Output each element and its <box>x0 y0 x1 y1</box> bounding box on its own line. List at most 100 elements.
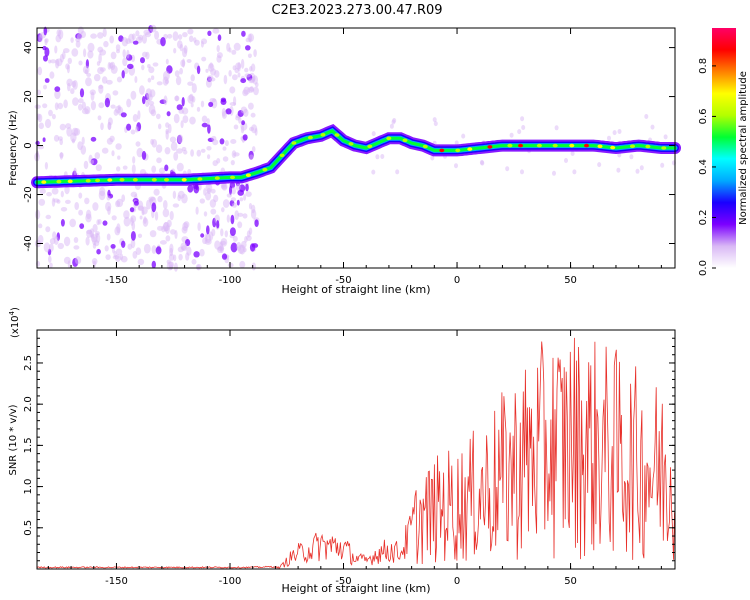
noise-blob <box>107 121 112 131</box>
noise-blob <box>173 262 178 272</box>
noise-blob <box>43 55 48 62</box>
noise-blob <box>156 113 161 120</box>
noise-blob <box>48 109 53 117</box>
noise-blob <box>101 147 109 154</box>
noise-blob <box>207 30 212 36</box>
noise-blob <box>433 121 438 127</box>
noise-blob <box>141 150 147 160</box>
noise-blob <box>116 76 123 83</box>
noise-blob <box>120 255 128 263</box>
noise-blob <box>208 101 214 108</box>
noise-blob <box>91 258 98 265</box>
noise-blob <box>151 245 157 254</box>
noise-blob <box>205 79 212 88</box>
noise-blob <box>57 102 64 110</box>
noise-blob <box>190 102 194 108</box>
noise-blob <box>51 113 56 120</box>
noise-blob <box>132 156 136 164</box>
noise-blob <box>115 200 121 208</box>
snr-x-label: Height of straight line (km) <box>281 582 430 595</box>
noise-blob <box>108 62 114 69</box>
noise-blob <box>90 159 94 165</box>
noise-blob <box>168 264 173 271</box>
ridge-peak <box>151 178 157 182</box>
x-tick-label: -50 <box>335 275 351 286</box>
ridge-band <box>35 129 677 184</box>
noise-blob <box>65 199 71 204</box>
y-tick-label: 20 <box>23 90 34 103</box>
ridge-peak <box>132 178 138 182</box>
ridge-peak <box>645 144 651 149</box>
noise-blob <box>216 220 220 229</box>
noise-blob <box>175 76 182 86</box>
noise-blob <box>239 260 246 269</box>
x-tick-label: -100 <box>219 275 242 286</box>
noise-blob <box>230 242 238 253</box>
noise-blob <box>164 164 169 172</box>
noise-blob <box>248 227 253 235</box>
noise-blob <box>44 78 50 83</box>
y-tick-label: -40 <box>23 235 34 251</box>
noise-blob <box>151 202 157 213</box>
noise-blob <box>38 34 43 43</box>
noise-blob <box>461 133 466 139</box>
noise-blob <box>247 86 255 93</box>
spectrogram-panel: -150 -100 -50 0 50 -40 -20 0 20 40 Height of stra… <box>8 24 681 296</box>
noise-blob <box>126 98 132 108</box>
ridge-peak <box>262 167 268 172</box>
noise-blob <box>231 49 237 55</box>
noise-blob <box>178 109 185 114</box>
noise-blob <box>54 45 58 54</box>
ridge-peak <box>661 146 667 150</box>
noise-blob <box>234 210 239 221</box>
noise-blob <box>205 183 213 193</box>
noise-blob <box>170 229 176 235</box>
noise-blob <box>78 103 83 111</box>
x-tick-label: 50 <box>564 576 577 587</box>
colorbar: 0.0 0.2 0.4 0.6 0.8 Normalized spectral ampl… <box>698 28 749 276</box>
noise-blob <box>90 100 96 111</box>
noise-blob <box>232 235 238 242</box>
noise-blob <box>644 114 649 119</box>
noise-blob <box>150 138 155 145</box>
noise-blob <box>612 130 617 136</box>
noise-blob <box>105 201 112 212</box>
noise-blob <box>231 202 237 208</box>
noise-blob <box>230 160 235 166</box>
noise-blob <box>249 154 254 160</box>
noise-blob <box>116 223 121 234</box>
noise-blob <box>139 85 145 95</box>
colorbar-tick-label: 0.4 <box>698 159 709 175</box>
x-tick-label: -150 <box>105 275 128 286</box>
noise-blob <box>115 44 121 51</box>
noise-blob <box>130 215 137 223</box>
noise-blob <box>75 40 81 48</box>
noise-blob <box>44 118 52 129</box>
noise-blob <box>221 183 228 191</box>
x-tick-label: -50 <box>335 576 351 587</box>
noise-blob <box>250 63 256 72</box>
noise-blob <box>391 119 396 125</box>
noise-blob <box>78 192 83 199</box>
noise-blob <box>176 148 183 154</box>
noise-blob <box>145 51 150 60</box>
noise-blob <box>251 204 256 214</box>
noise-blob <box>163 221 169 232</box>
ridge-peak <box>164 178 169 182</box>
noise-blob <box>85 209 92 220</box>
noise-blob <box>148 66 155 74</box>
ridge-peak <box>41 180 47 184</box>
noise-blob <box>49 71 55 79</box>
noise-blob <box>97 219 102 225</box>
ridge-peak <box>402 138 408 143</box>
spectrogram-x-label: Height of straight line (km) <box>281 283 430 296</box>
noise-blob <box>205 68 209 73</box>
ridge-peak <box>610 145 616 150</box>
noise-blob <box>81 136 85 145</box>
noise-blob <box>233 96 237 106</box>
y-tick-label: 0.5 <box>23 520 34 536</box>
noise-blob <box>166 111 171 117</box>
colorbar-tick-label: 0.2 <box>698 210 709 226</box>
noise-blob <box>121 37 129 47</box>
ridge-peak <box>67 179 73 184</box>
